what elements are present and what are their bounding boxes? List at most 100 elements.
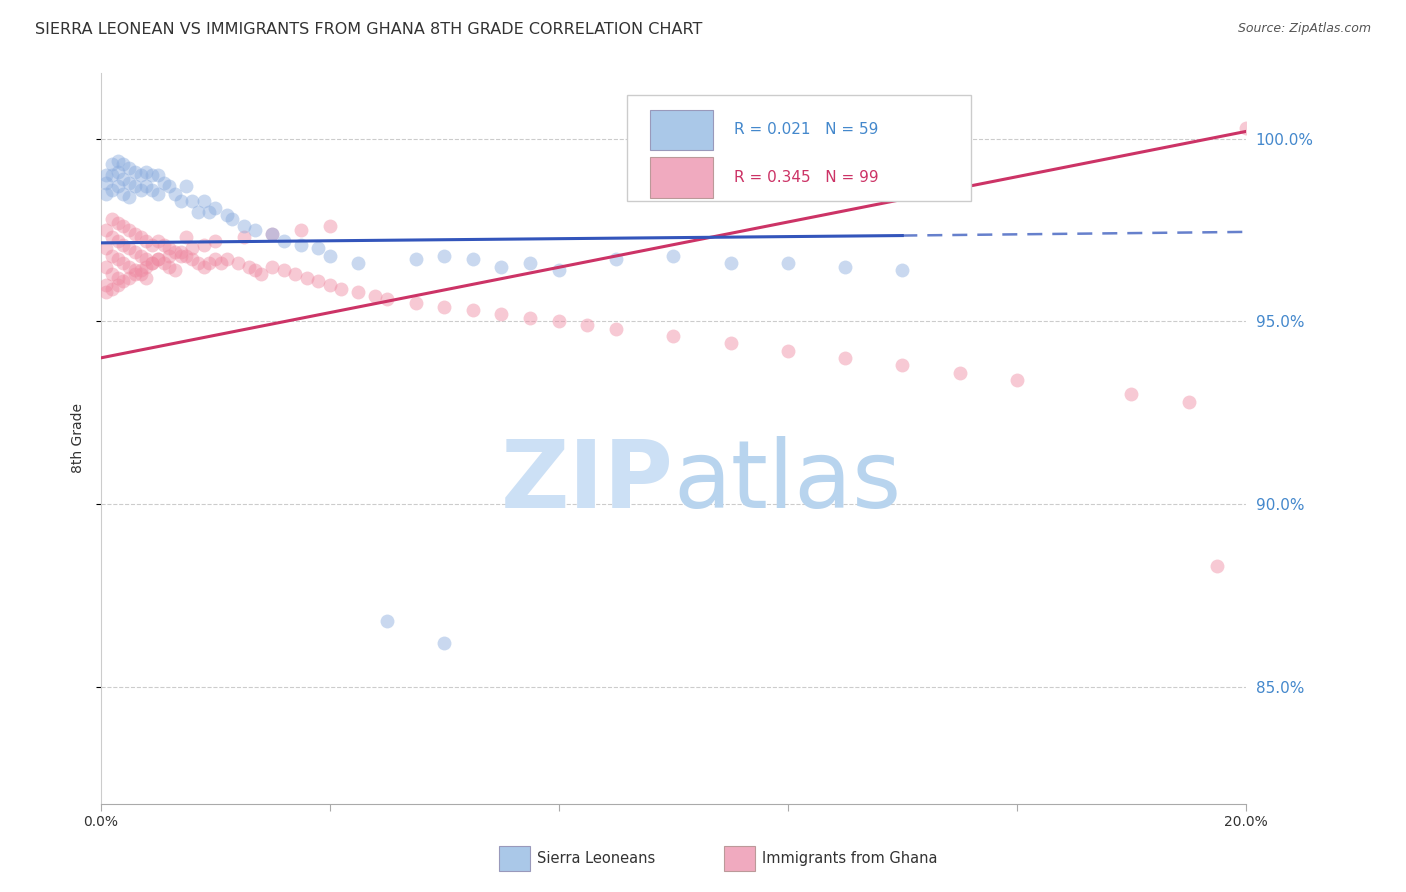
Point: [96, 241, 118, 255]
Point: [135, 164, 157, 178]
Point: [170, 194, 193, 208]
Text: Immigrants from Ghana: Immigrants from Ghana: [762, 851, 938, 865]
Point: [193, 260, 215, 274]
Point: [238, 260, 260, 274]
Point: [215, 209, 238, 223]
Point: [273, 234, 295, 248]
Point: [101, 183, 124, 197]
Point: [163, 186, 186, 201]
Point: [101, 212, 124, 227]
Point: [124, 164, 146, 178]
Point: [198, 204, 221, 219]
Point: [152, 176, 174, 190]
Point: [118, 270, 141, 285]
Point: [146, 168, 169, 182]
Point: [519, 256, 541, 270]
Point: [318, 249, 340, 263]
Point: [290, 223, 312, 237]
Point: [101, 267, 124, 281]
Point: [157, 241, 180, 255]
Point: [330, 281, 353, 295]
Point: [318, 219, 340, 234]
Point: [124, 267, 146, 281]
Point: [284, 267, 307, 281]
Point: [96, 277, 118, 292]
Point: [176, 179, 198, 194]
Point: [176, 230, 198, 244]
Point: [433, 636, 456, 650]
Point: [262, 227, 284, 241]
Point: [141, 183, 163, 197]
Point: [461, 303, 484, 318]
Point: [112, 157, 135, 171]
Point: [163, 245, 186, 260]
Point: [187, 256, 209, 270]
Point: [124, 245, 146, 260]
Point: [720, 256, 742, 270]
Point: [146, 186, 169, 201]
Point: [776, 256, 799, 270]
Point: [141, 237, 163, 252]
FancyBboxPatch shape: [651, 157, 713, 197]
Point: [107, 270, 129, 285]
Point: [96, 223, 118, 237]
Point: [375, 614, 398, 628]
Point: [215, 252, 238, 267]
Point: [662, 249, 685, 263]
Point: [118, 241, 141, 255]
Point: [118, 260, 141, 274]
Point: [307, 241, 329, 255]
Point: [112, 256, 135, 270]
Point: [96, 260, 118, 274]
Point: [135, 234, 157, 248]
Point: [96, 285, 118, 300]
Point: [193, 194, 215, 208]
Point: [347, 285, 370, 300]
Point: [129, 267, 152, 281]
Point: [129, 168, 152, 182]
Point: [141, 256, 163, 270]
Text: SIERRA LEONEAN VS IMMIGRANTS FROM GHANA 8TH GRADE CORRELATION CHART: SIERRA LEONEAN VS IMMIGRANTS FROM GHANA …: [35, 22, 703, 37]
Point: [221, 212, 243, 227]
Point: [135, 179, 157, 194]
Point: [262, 260, 284, 274]
Point: [112, 274, 135, 288]
Point: [290, 237, 312, 252]
Point: [204, 234, 226, 248]
Point: [112, 172, 135, 186]
Point: [405, 296, 427, 310]
Point: [307, 274, 329, 288]
Point: [181, 252, 204, 267]
Point: [146, 234, 169, 248]
Point: [834, 260, 856, 274]
FancyBboxPatch shape: [627, 95, 972, 201]
Point: [112, 237, 135, 252]
Point: [262, 227, 284, 241]
Point: [152, 237, 174, 252]
Point: [461, 252, 484, 267]
Point: [232, 219, 254, 234]
Text: 20.0%: 20.0%: [1225, 814, 1268, 829]
Point: [375, 293, 398, 307]
Point: [101, 281, 124, 295]
Point: [118, 176, 141, 190]
FancyBboxPatch shape: [651, 110, 713, 150]
Point: [318, 277, 340, 292]
Point: [405, 252, 427, 267]
Point: [720, 336, 742, 351]
Point: [96, 176, 118, 190]
Point: [193, 237, 215, 252]
Point: [157, 260, 180, 274]
Point: [891, 358, 914, 372]
Point: [1121, 387, 1143, 401]
Point: [181, 241, 204, 255]
Point: [124, 179, 146, 194]
Point: [232, 230, 254, 244]
Point: [433, 249, 456, 263]
Point: [176, 249, 198, 263]
Point: [491, 260, 513, 274]
Text: ZIP: ZIP: [501, 436, 673, 528]
Point: [547, 263, 569, 277]
Point: [948, 366, 970, 380]
Point: [124, 263, 146, 277]
